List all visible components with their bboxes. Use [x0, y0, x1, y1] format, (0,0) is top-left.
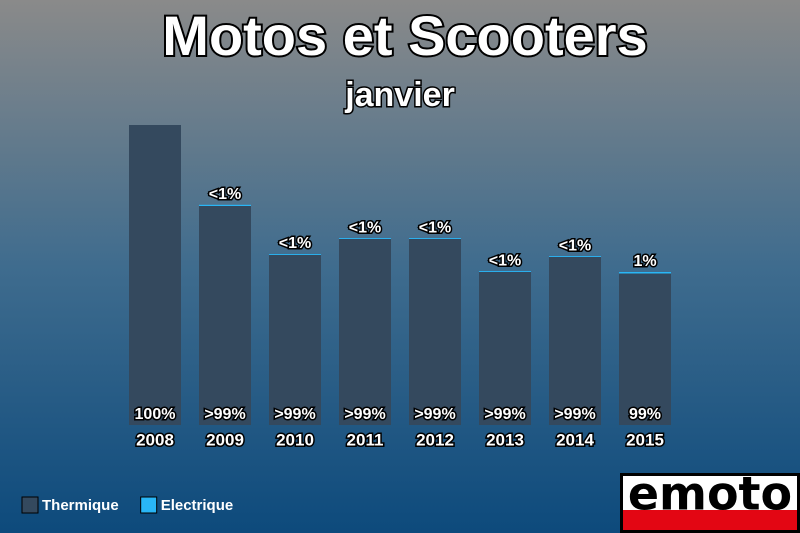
- x-tick-label: 2013: [486, 430, 524, 449]
- legend-label: Thermique: [42, 497, 119, 514]
- value-label: >99%: [204, 406, 245, 423]
- bar-segment: [129, 125, 181, 425]
- chart-title: Motos et Scooters: [162, 4, 647, 67]
- bar-segment: [339, 238, 391, 239]
- legend-swatch: [21, 496, 39, 514]
- legend-label: Electrique: [161, 497, 234, 514]
- logo-box: [623, 476, 797, 510]
- bar-segment: [619, 272, 671, 274]
- x-tick-label: 2008: [136, 430, 174, 449]
- bar-segment: [199, 206, 251, 425]
- x-tick-label: 2010: [276, 430, 314, 449]
- chart-subtitle: janvier: [344, 76, 455, 114]
- value-label: <1%: [279, 235, 311, 252]
- logo-band: [623, 510, 797, 530]
- bar-segment: [339, 239, 391, 425]
- value-label: 1%: [633, 253, 656, 270]
- value-label: >99%: [344, 406, 385, 423]
- x-tick-label: 2011: [347, 430, 384, 449]
- bar-segment: [409, 239, 461, 425]
- legend-swatch: [140, 496, 158, 514]
- value-label: <1%: [209, 186, 241, 203]
- value-label: >99%: [554, 406, 595, 423]
- value-label: <1%: [559, 237, 591, 254]
- logo-text: emoto: [628, 467, 792, 521]
- x-tick-label: 2014: [556, 430, 594, 449]
- value-label: <1%: [489, 252, 521, 269]
- bar-segment: [479, 271, 531, 272]
- bar-segment: [619, 273, 671, 425]
- bar-segment: [199, 204, 251, 206]
- value-label: <1%: [419, 219, 451, 236]
- value-label: <1%: [349, 219, 381, 236]
- value-label: 100%: [135, 406, 176, 423]
- x-tick-label: 2012: [416, 430, 454, 449]
- bar-segment: [479, 272, 531, 425]
- bar-segment: [549, 257, 601, 425]
- bar-segment: [269, 254, 321, 255]
- value-label: >99%: [414, 406, 455, 423]
- x-tick-label: 2009: [206, 430, 244, 449]
- bar-segment: [409, 238, 461, 239]
- logo: emoto: [620, 467, 800, 533]
- bar-segment: [549, 256, 601, 257]
- value-label: >99%: [274, 406, 315, 423]
- value-label: 99%: [629, 406, 661, 423]
- x-tick-label: 2015: [626, 430, 664, 449]
- bar-segment: [269, 254, 321, 425]
- value-label: >99%: [484, 406, 525, 423]
